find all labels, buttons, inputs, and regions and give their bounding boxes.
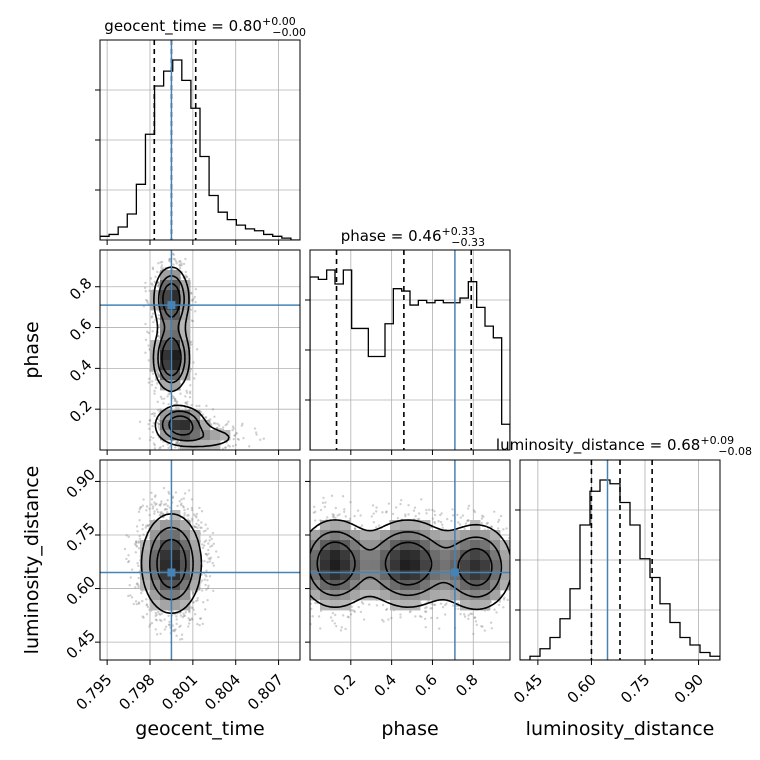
contour-line [140,513,203,614]
x-tick-label: 0.2 [330,671,360,701]
contour-line [316,541,493,587]
panel-luminosity-distance-vs-phase: 0.2 0.4 0.6 0.8 [305,459,511,701]
svg-text:luminosity_distance = 0.68+0.0: luminosity_distance = 0.68+0.09 [496,434,734,455]
y-tick-label: 0.8 [66,274,96,304]
panel-geocent-time-vs-geocent-time [95,39,301,245]
title-phase-plus: +0.33 [442,225,476,238]
y-tick-label: 0.60 [63,573,99,609]
contour-line [156,538,187,589]
contour-line [310,519,510,611]
panel-luminosity-distance-vs-geocent-time: 0.795 0.798 0.801 0.804 0.807 0.45 0.60 0.75 0.9… [63,459,301,714]
y-tick-label: 0.90 [63,465,99,501]
panel-frame [309,459,511,661]
x-tick-label: 0.90 [671,671,707,707]
ylabel-phase: phase [21,321,43,378]
ylabel-luminosity-distance: luminosity_distance [21,466,43,655]
x-tick-label: 0.798 [115,671,158,714]
title-geocent-time-plus: +0.00 [262,15,296,28]
xlabel-phase: phase [381,718,438,740]
xlabel-geocent-time: geocent_time [135,718,264,740]
title-geocent-time-main: geocent_time = 0.80 [104,17,262,36]
x-tick-label: 0.6 [411,671,441,701]
contour-line [157,275,205,442]
contour-line [310,531,503,598]
x-tick-label: 0.60 [564,671,600,707]
x-tick-label: 0.45 [510,671,546,707]
title-phase: phase = 0.46+0.33 −0.33 [341,225,485,249]
histogram-geocent-time [100,59,300,240]
x-tick-label: 0.75 [617,671,653,707]
x-tick-label: 0.8 [452,671,482,701]
title-phase-minus: −0.33 [451,236,485,249]
contour-line [149,526,194,601]
histogram-phase [310,269,510,450]
contour-line [152,266,230,448]
y-tick-label: 0.75 [63,519,99,555]
panel-phase-vs-phase [305,249,511,455]
y-tick-label: 0.45 [63,626,99,662]
title-geocent-time-minus: −0.00 [272,26,306,39]
x-tick-label: 0.807 [244,671,287,714]
truth-marker [167,568,176,577]
y-tick-label: 0.4 [66,356,96,386]
truth-marker [450,568,459,577]
title-geocent-time: geocent_time = 0.80+0.00 −0.00 [104,15,306,39]
xlabel-luminosity-distance: luminosity_distance [526,718,715,740]
title-luminosity-distance-plus: +0.09 [700,434,734,447]
title-luminosity-distance-minus: −0.08 [718,445,752,458]
x-tick-label: 0.4 [371,671,401,701]
y-tick-label: 0.2 [66,397,96,427]
svg-text:phase = 0.46+0.33: phase = 0.46+0.33 [341,225,476,245]
panel-frame [99,459,301,661]
histogram-luminosity-distance [520,479,720,660]
x-tick-label: 0.795 [73,671,116,714]
y-tick-label: 0.6 [66,315,96,345]
panel-frame [99,249,301,451]
truth-marker [167,301,176,310]
title-phase-main: phase = 0.46 [341,227,442,245]
panel-phase-vs-geocent-time: 0.2 0.4 0.6 0.8 [66,249,301,455]
x-tick-label: 0.804 [201,671,244,714]
x-tick-label: 0.801 [158,671,201,714]
svg-text:geocent_time = 0.80+0.00: geocent_time = 0.80+0.00 [104,15,295,36]
title-luminosity-distance: luminosity_distance = 0.68+0.09 −0.08 [496,434,752,458]
panel-luminosity-distance-vs-luminosity-distance: 0.45 0.60 0.75 0.90 [510,459,721,707]
title-luminosity-distance-main: luminosity_distance = 0.68 [496,436,700,455]
density-cells [310,520,510,611]
